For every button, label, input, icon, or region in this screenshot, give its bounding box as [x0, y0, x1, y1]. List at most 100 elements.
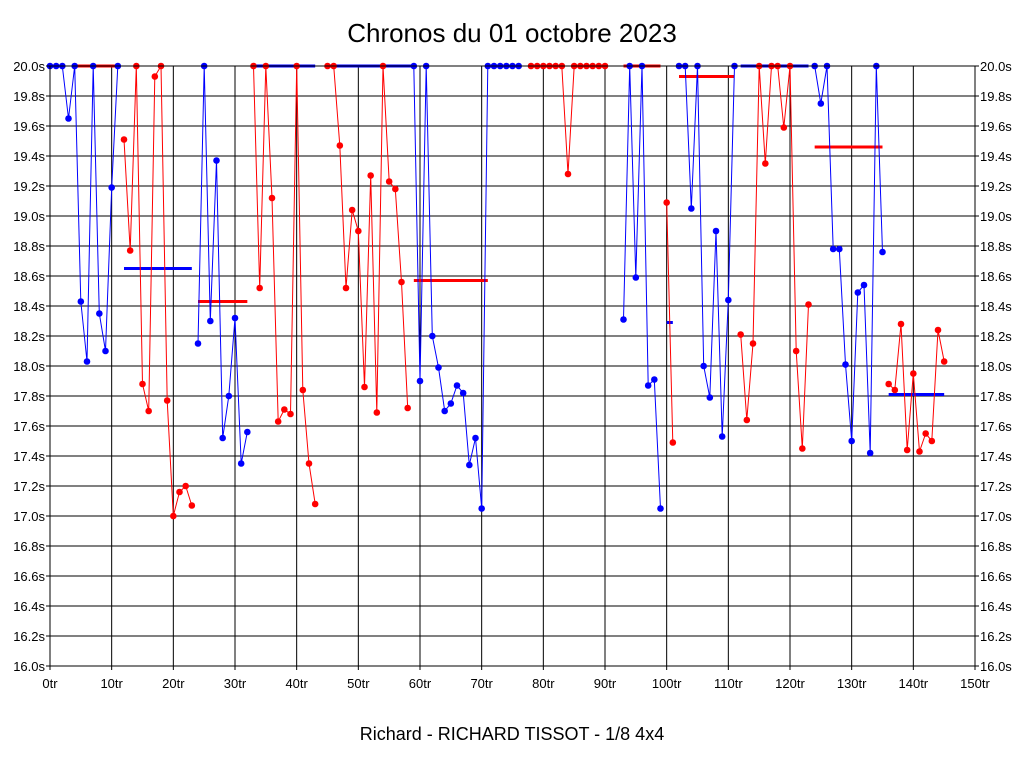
data-point	[145, 407, 152, 415]
data-point	[176, 488, 183, 496]
x-tick-label: 110tr	[714, 676, 743, 691]
y-tick-label-right: 19.4s	[980, 149, 1012, 164]
x-tick-label: 60tr	[409, 676, 432, 691]
data-point	[429, 332, 436, 340]
data-point	[737, 331, 744, 338]
x-tick-label: 0tr	[42, 676, 58, 691]
x-tick-label: 50tr	[347, 676, 370, 691]
data-point	[299, 386, 307, 394]
y-tick-label: 17.0s	[13, 509, 45, 524]
data-point	[749, 340, 757, 347]
data-point	[102, 347, 109, 355]
data-point	[213, 157, 220, 164]
data-point	[762, 160, 769, 167]
series-group	[120, 62, 196, 520]
data-point	[866, 449, 874, 457]
y-tick-label-right: 17.6s	[980, 419, 1012, 434]
data-point	[663, 199, 670, 206]
y-tick-label-right: 17.4s	[980, 449, 1012, 464]
data-point	[564, 170, 572, 178]
series-group	[194, 62, 251, 467]
data-point	[940, 358, 948, 365]
y-tick-label: 16.4s	[13, 599, 45, 614]
y-tick-label: 18.2s	[13, 329, 45, 344]
data-point	[207, 317, 214, 325]
data-point	[225, 392, 233, 400]
y-tick-label-right: 18.4s	[980, 299, 1012, 314]
data-point	[182, 482, 189, 490]
y-tick-label-right: 17.8s	[980, 389, 1012, 404]
data-point	[928, 437, 936, 445]
data-point	[237, 460, 245, 467]
y-tick-label-right: 16.6s	[980, 569, 1012, 584]
data-point	[860, 281, 868, 289]
series-line	[327, 65, 409, 413]
data-point	[651, 376, 658, 383]
data-point	[879, 248, 886, 256]
data-point	[219, 434, 226, 442]
data-point	[934, 326, 942, 334]
y-tick-label-right: 19.2s	[980, 179, 1012, 194]
x-tick-label: 80tr	[532, 676, 555, 691]
data-point	[398, 278, 405, 286]
y-tick-label: 17.4s	[13, 449, 45, 464]
y-tick-label: 18.6s	[13, 269, 45, 284]
data-point	[805, 301, 812, 308]
series-line	[123, 64, 193, 517]
data-point	[632, 274, 640, 281]
series-line	[253, 65, 316, 505]
y-tick-label: 19.8s	[13, 89, 45, 104]
series-line	[413, 65, 489, 509]
y-tick-label-right: 17.2s	[980, 479, 1012, 494]
y-tick-label-right: 20.0s	[980, 59, 1012, 74]
data-point	[897, 320, 905, 328]
data-point	[712, 227, 720, 235]
data-point	[478, 505, 485, 512]
data-point	[706, 394, 714, 401]
data-point	[404, 404, 411, 412]
data-point	[188, 502, 196, 509]
data-point	[342, 284, 350, 292]
series-line	[740, 65, 809, 449]
x-axis-ticks: 0tr 10tr 20tr 30tr 40tr 50tr 60tr 70tr 80tr 90tr 1…	[42, 666, 990, 691]
data-point	[256, 284, 263, 292]
data-point	[620, 316, 627, 323]
y-tick-label-right: 18.6s	[980, 269, 1012, 284]
series-group	[527, 62, 609, 178]
data-point	[194, 340, 202, 347]
data-point	[669, 439, 677, 446]
data-point	[799, 445, 806, 452]
y-tick-label: 16.8s	[13, 539, 45, 554]
data-point	[120, 136, 128, 143]
y-tick-label: 16.2s	[13, 629, 45, 644]
data-point	[472, 434, 479, 442]
data-point	[435, 364, 442, 371]
data-point	[126, 247, 134, 254]
data-point	[416, 377, 424, 385]
data-point	[385, 178, 393, 185]
data-point	[336, 142, 344, 149]
x-tick-label: 150tr	[960, 676, 990, 691]
data-point	[170, 512, 177, 520]
series-line	[50, 65, 119, 362]
y-tick-label-right: 16.8s	[980, 539, 1012, 554]
data-point	[287, 410, 294, 418]
data-point	[848, 437, 855, 445]
data-point	[817, 100, 825, 107]
x-tick-label: 30tr	[224, 676, 247, 691]
data-point	[854, 289, 862, 296]
data-point	[792, 347, 800, 355]
data-point	[718, 433, 726, 440]
y-axis-ticks: 20.0s 20.0s 19.8s 19.8s 19.6s 19.6s 19.4s 19.4s…	[13, 59, 1012, 674]
y-tick-label: 18.4s	[13, 299, 45, 314]
y-tick-label-right: 18.8s	[980, 239, 1012, 254]
data-point	[151, 73, 159, 80]
data-point	[392, 185, 399, 193]
data-point	[885, 380, 892, 388]
x-tick-label: 70tr	[470, 676, 493, 691]
x-tick-label: 130tr	[837, 676, 867, 691]
series-line	[666, 202, 674, 443]
data-point	[65, 115, 72, 122]
data-point	[910, 370, 917, 377]
